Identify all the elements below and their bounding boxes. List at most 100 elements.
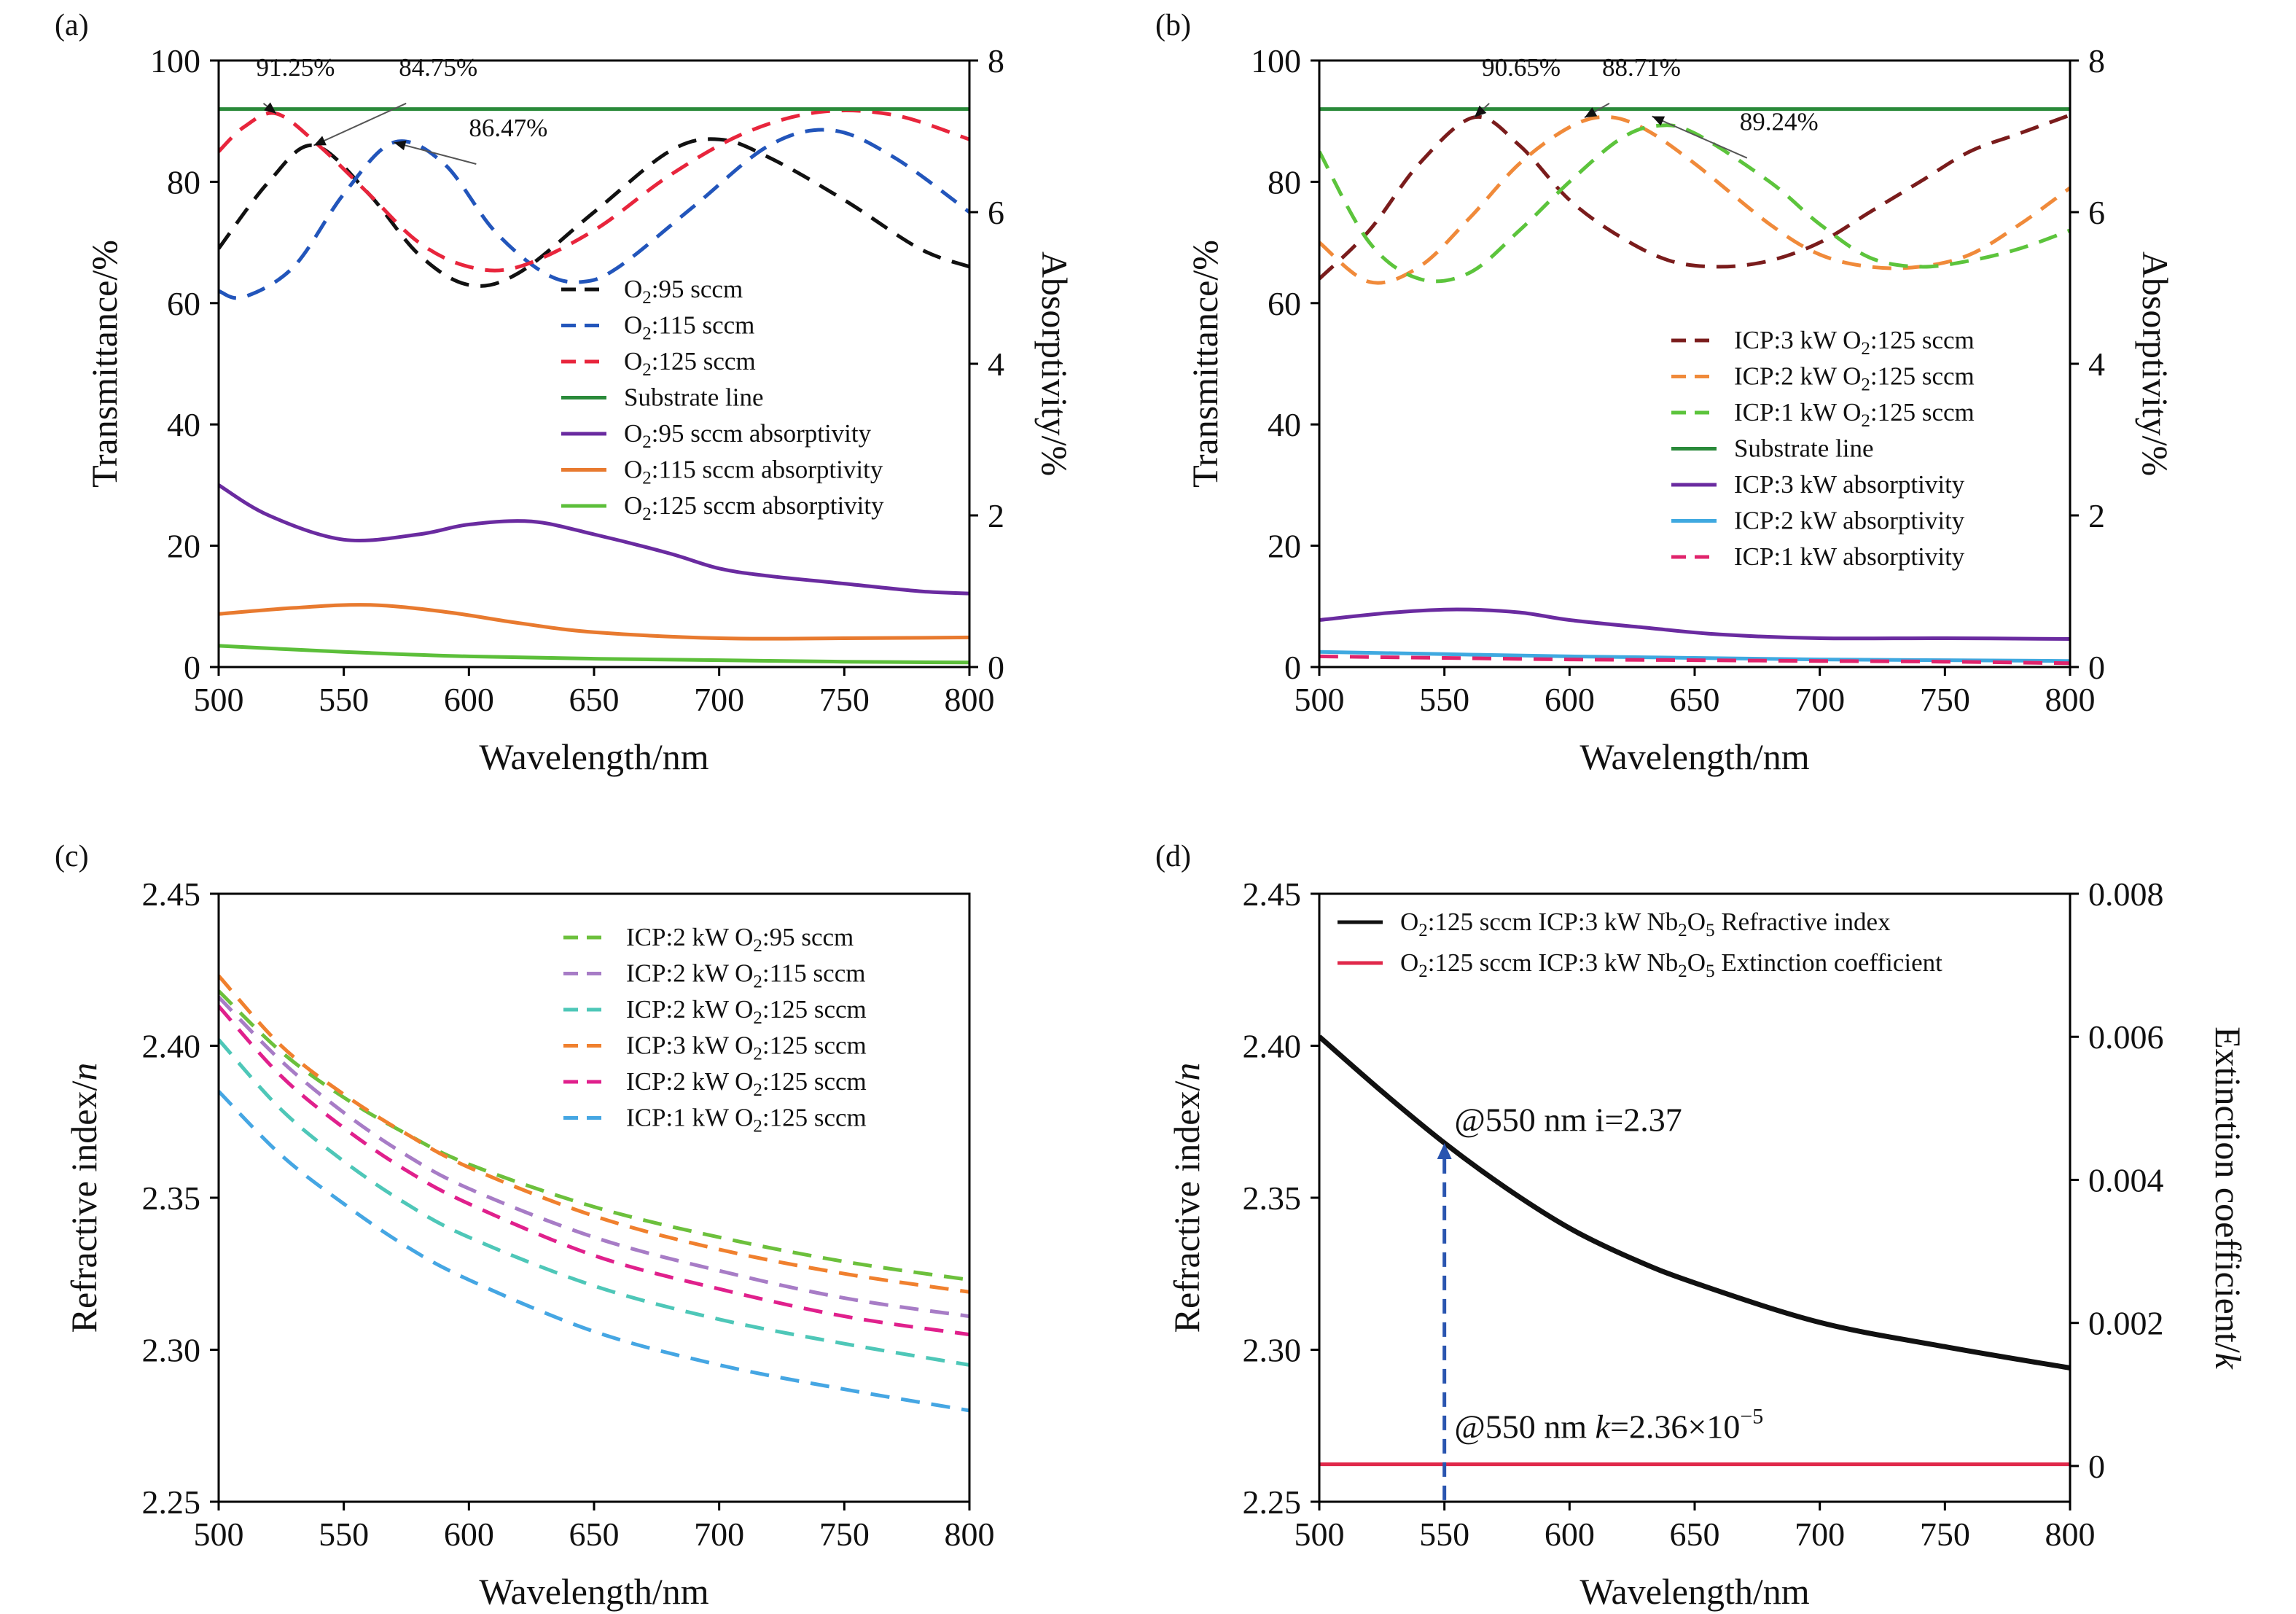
- series-line-2: [219, 128, 969, 300]
- legend-entry: ICP:2 kW absorptivity: [1734, 507, 1965, 535]
- y-tick-label: 20: [1268, 528, 1301, 565]
- y-tick-label: 2.45: [1243, 876, 1302, 913]
- x-tick-label: 550: [319, 681, 369, 718]
- series-line-4: [219, 974, 969, 1294]
- panel-label: (c): [55, 840, 89, 873]
- legend-entry: ICP:1 kW O2:125 sccm: [1734, 398, 1975, 431]
- legend-entry: ICP:2 kW O2:95 sccm: [626, 923, 854, 956]
- y2-tick-label: 0.008: [2088, 876, 2164, 913]
- legend-entry: O2:125 sccm absorptivity: [624, 491, 884, 524]
- y-tick-label: 2.30: [1243, 1332, 1302, 1369]
- y-tick-label: 2.40: [142, 1028, 201, 1065]
- series-line-1: [219, 989, 969, 1282]
- legend-entry: ICP:2 kW O2:125 sccm: [626, 995, 867, 1028]
- legend-entry: ICP:3 kW O2:125 sccm: [1734, 326, 1975, 359]
- y2-tick-label: 6: [2088, 194, 2105, 231]
- y-tick-label: 100: [150, 42, 200, 79]
- legend: O2:125 sccm ICP:3 kW Nb2O5 Refractive in…: [1338, 908, 1942, 981]
- y2-axis-label: Extinction coefficient/k: [2208, 1026, 2249, 1370]
- legend-entry: O2:95 sccm absorptivity: [624, 419, 872, 452]
- y2-axis-label: Absorptivity/%: [1034, 252, 1075, 476]
- peak-annotation: 90.65%: [1482, 53, 1561, 82]
- x-tick-label: 650: [569, 1516, 620, 1553]
- series-line-1: [219, 137, 969, 288]
- x-tick-label: 550: [319, 1516, 369, 1553]
- series-line-6: [219, 603, 969, 641]
- x-tick-label: 750: [819, 681, 870, 718]
- x-tick-label: 650: [1670, 681, 1720, 718]
- x-tick-label: 500: [194, 681, 244, 718]
- x-tick-label: 550: [1419, 681, 1469, 718]
- x-axis-label: Wavelength/nm: [1580, 1571, 1809, 1612]
- x-tick-label: 550: [1419, 1516, 1469, 1553]
- legend-entry: ICP:2 kW O2:115 sccm: [626, 959, 865, 992]
- y-tick-label: 40: [167, 406, 200, 443]
- y-tick-label: 60: [167, 285, 200, 322]
- x-tick-label: 750: [1920, 681, 1970, 718]
- y-tick-label: 2.30: [142, 1332, 201, 1369]
- x-tick-label: 700: [1795, 681, 1845, 718]
- x-tick-label: 500: [194, 1516, 244, 1553]
- y2-tick-label: 0: [2088, 649, 2105, 686]
- y2-tick-label: 0.006: [2088, 1018, 2164, 1056]
- peak-annotation: 91.25%: [257, 53, 335, 82]
- peak-annotation: 86.47%: [469, 114, 547, 142]
- x-tick-label: 650: [1670, 1516, 1720, 1553]
- legend-entry: ICP:3 kW O2:125 sccm: [626, 1032, 867, 1064]
- x-axis-label: Wavelength/nm: [1580, 736, 1809, 777]
- y2-tick-label: 4: [988, 346, 1004, 383]
- y2-tick-label: 2: [988, 497, 1004, 534]
- legend-entry: Substrate line: [624, 383, 764, 412]
- y-axis-label: Refractive index/n: [63, 1063, 104, 1333]
- y-axis-label: Refractive index/n: [1166, 1063, 1207, 1333]
- x-tick-label: 600: [1545, 1516, 1595, 1553]
- x-tick-label: 800: [2045, 1516, 2096, 1553]
- legend-entry: ICP:2 kW O2:125 sccm: [1734, 362, 1975, 395]
- series-line-2: [1319, 114, 2070, 285]
- x-tick-label: 800: [945, 681, 995, 718]
- x-tick-label: 750: [819, 1516, 870, 1553]
- annotation-leader: [1652, 115, 1748, 159]
- plot-frame: [217, 59, 971, 668]
- x-tick-label: 650: [569, 681, 620, 718]
- series-line-5: [219, 483, 969, 596]
- panel-label: (b): [1155, 9, 1191, 42]
- y-tick-label: 0: [1284, 649, 1301, 686]
- series-line-1: [1319, 113, 2070, 281]
- x-axis-label: Wavelength/nm: [479, 736, 708, 777]
- chart-panel-2: (b)500 550 600 650 700 750 8000204060801000246…: [1155, 9, 2176, 777]
- legend-entry: O2:115 sccm: [624, 311, 754, 344]
- y-tick-label: 80: [167, 163, 200, 200]
- annotation-arrowhead: [264, 102, 276, 114]
- annotation-arrowhead: [313, 136, 327, 146]
- annotation-arrowhead: [1652, 116, 1666, 126]
- y-tick-label: 60: [1268, 285, 1301, 322]
- series-line-6: [219, 1090, 969, 1413]
- y2-axis-label: Absorptivity/%: [2135, 252, 2176, 476]
- x-tick-label: 600: [1545, 681, 1595, 718]
- x-tick-label: 700: [694, 1516, 744, 1553]
- series-line-2: [219, 996, 969, 1319]
- legend-entry: O2:125 sccm: [624, 347, 756, 380]
- legend-entry: O2:95 sccm: [624, 275, 743, 308]
- y2-tick-label: 2: [2088, 497, 2105, 534]
- y2-tick-label: 0.002: [2088, 1305, 2164, 1342]
- annotation-leader: [394, 141, 477, 165]
- annotation-arrowhead: [1474, 105, 1487, 117]
- x-tick-label: 750: [1920, 1516, 1970, 1553]
- y-tick-label: 2.45: [142, 876, 201, 913]
- chart-panel-4: (d) 500 550 600 650 700 750 800 2.25 2.30 2.35 2.40…: [1155, 840, 2249, 1612]
- y2-tick-label: 8: [2088, 42, 2105, 79]
- y-tick-label: 2.25: [1243, 1484, 1302, 1521]
- panel-label: (a): [55, 9, 89, 42]
- legend-entry: ICP:2 kW O2:125 sccm: [626, 1067, 867, 1100]
- y-tick-label: 100: [1251, 42, 1301, 79]
- y-tick-label: 80: [1268, 163, 1301, 200]
- y2-tick-label: 6: [988, 194, 1004, 231]
- y-tick-label: 20: [167, 528, 200, 565]
- chart-panel-3: (c) 500 550 600 650 700 750 800 2.25 2.30 2.35 2.40…: [55, 840, 995, 1612]
- y-tick-label: 2.25: [142, 1484, 201, 1521]
- x-tick-label: 800: [2045, 681, 2096, 718]
- legend-entry: O2:125 sccm ICP:3 kW Nb2O5 Refractive in…: [1400, 908, 1891, 940]
